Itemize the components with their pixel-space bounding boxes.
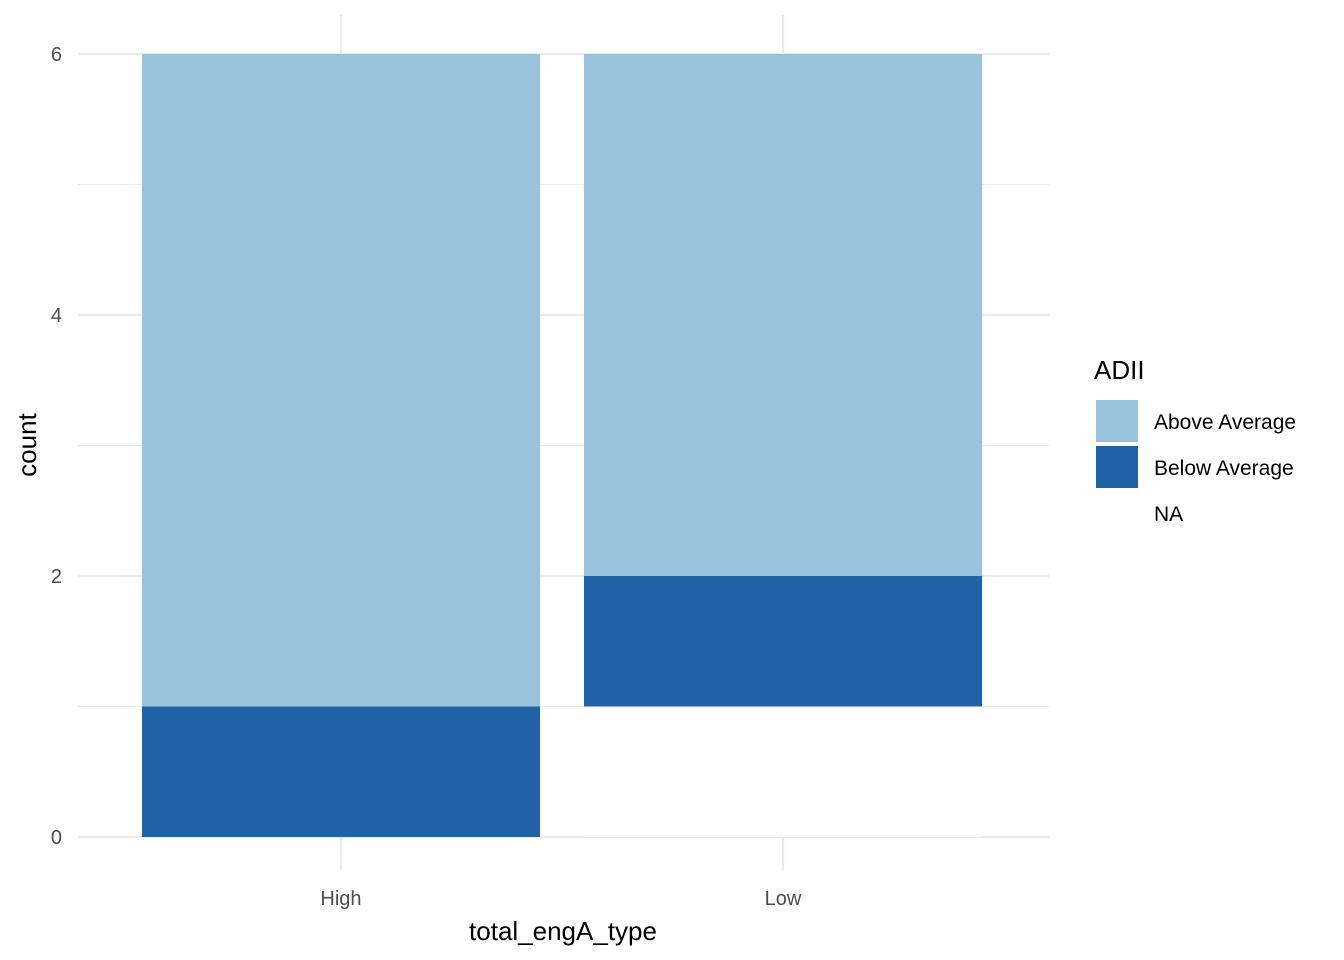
bar-below-average-high [142, 706, 540, 837]
legend-key-below-average [1096, 446, 1138, 488]
legend-key-above-average [1096, 400, 1138, 442]
y-tick-label: 6 [51, 44, 62, 66]
y-tick-label: 2 [51, 566, 62, 588]
legend-label: Above Average [1154, 411, 1296, 434]
x-tick-label: High [320, 888, 361, 910]
legend: ADII Above Average Below Average NA [1094, 355, 1296, 534]
legend-title: ADII [1094, 355, 1145, 385]
bar-above-average-high [142, 54, 540, 707]
y-axis-ticks: 0 2 4 6 [51, 44, 62, 849]
y-axis-title: count [12, 412, 42, 476]
bar-below-average-low [584, 576, 982, 707]
legend-label: Below Average [1154, 457, 1294, 480]
legend-key-na [1096, 492, 1138, 534]
bar-na-low [584, 706, 982, 837]
x-axis-title: total_engA_type [469, 916, 657, 946]
bars [142, 54, 982, 837]
bar-above-average-low [584, 54, 982, 576]
y-tick-label: 4 [51, 305, 62, 327]
x-axis-ticks: High Low [320, 888, 801, 910]
legend-label: NA [1154, 503, 1183, 526]
x-tick-label: Low [765, 888, 802, 910]
y-tick-label: 0 [51, 827, 62, 849]
